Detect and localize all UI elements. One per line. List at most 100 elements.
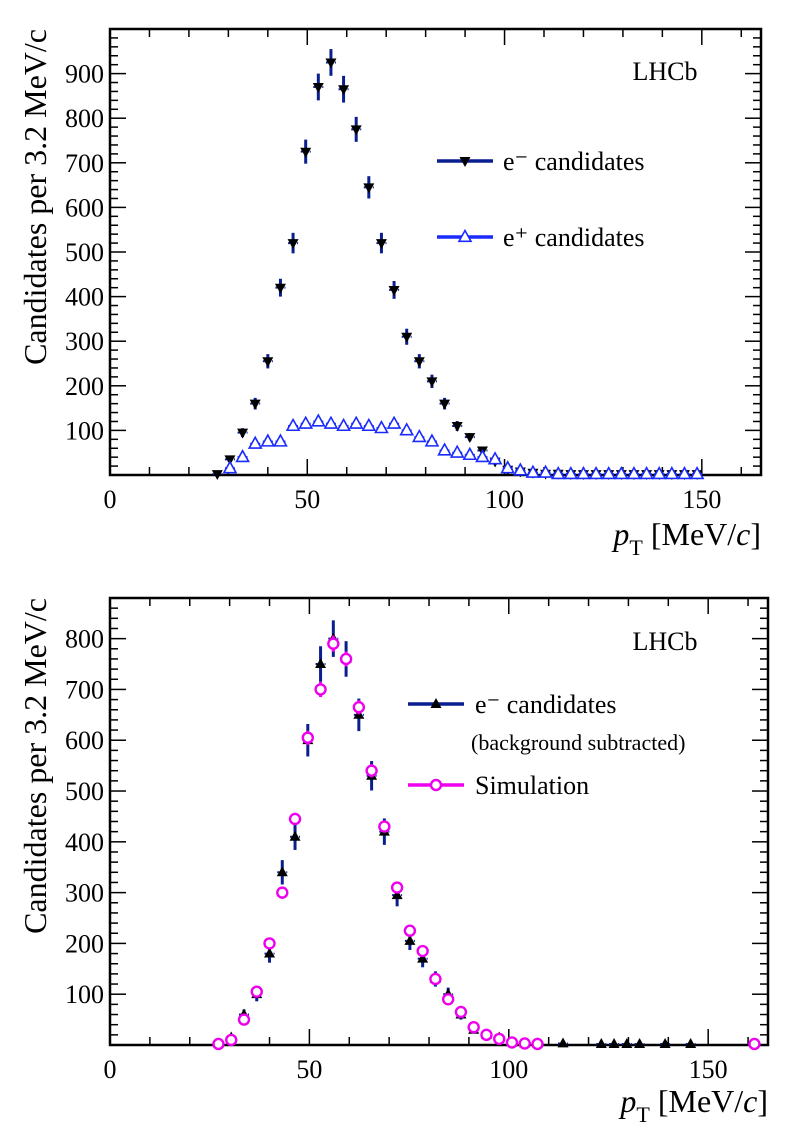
data-point [285,417,301,432]
y-tick-label: 700 [65,149,104,178]
data-point [314,683,327,696]
data-point [312,83,324,93]
data-point [512,462,528,476]
x-axis-label: pT [MeV/c] [611,516,761,560]
data-point [563,465,579,480]
legend-marker [430,698,442,708]
legend-marker [457,228,473,243]
data-point [315,658,327,668]
data-point [399,422,415,436]
data-point [310,413,326,427]
data-point [538,464,553,478]
legend-marker [429,778,443,792]
x-axis-label: pT [MeV/c] [618,1083,768,1127]
chart-1: 0 50 100 150 100 200 300 400 500 600 700 800 900 Cand… [17,27,763,560]
data-point [390,881,404,894]
y-tick-label: 500 [65,238,104,267]
series-2 [212,635,761,1051]
data-point [426,377,438,388]
data-point [338,85,350,96]
data-point [411,428,427,443]
data-point [263,937,276,950]
y-tick-label: 900 [65,60,104,89]
y-axis-label: Candidates per 3.2 MeV/c [17,598,53,934]
data-point [249,399,261,410]
data-point [264,947,276,958]
y-tick-label: 800 [65,625,104,654]
y-tick-label: 100 [65,980,104,1009]
data-point [300,147,312,158]
data-point [550,465,566,480]
data-point [250,985,263,998]
data-point [505,1036,519,1049]
y-tick-label: 500 [65,777,104,806]
data-point [374,420,389,434]
data-point [595,1038,607,1048]
data-point [424,433,440,447]
data-point [518,1037,531,1050]
y-tick-label: 300 [65,327,104,356]
data-point [462,446,478,461]
data-point [339,652,353,666]
data-point [222,460,238,474]
data-point [323,415,339,429]
data-point [336,417,351,432]
data-point [677,465,692,480]
data-point [235,449,250,463]
data-point [352,701,366,714]
series-1 [212,620,697,1048]
data-point [363,183,375,194]
data-point [464,433,476,444]
data-point [493,1032,506,1046]
data-point [211,470,223,481]
data-point [287,239,299,250]
y-tick-label: 200 [65,372,104,401]
data-point [350,125,362,136]
legend-label: e⁻ candidates [475,690,617,719]
legend-entry-1: e⁻ candidates [437,147,645,176]
data-point [525,464,541,478]
data-point [391,889,403,900]
data-point [613,465,629,480]
lhcb-label: LHCb [633,57,698,86]
data-point [289,830,301,841]
legend-marker [459,157,471,167]
data-point [500,460,516,474]
x-tick-label: 50 [294,485,320,514]
data-point [260,433,276,447]
y-tick-label: 400 [65,828,104,857]
data-point [365,764,378,777]
data-point [557,1037,569,1048]
data-point [634,1038,646,1048]
data-point [225,1033,238,1047]
data-point [378,820,391,833]
data-point [639,465,654,480]
data-point [403,924,417,937]
chart-2: 0 50 100 150 100 200 300 400 500 600 700 800 Candida… [17,596,770,1127]
data-point [487,451,503,465]
data-point [626,465,642,480]
data-point [301,731,314,744]
data-point [588,465,604,480]
data-point [441,993,455,1006]
legend-label: e⁺ candidates [503,223,645,252]
x-tick-label: 0 [104,485,117,514]
data-point [325,58,337,69]
y-tick-label: 100 [65,416,104,445]
y-tick-label: 300 [65,879,104,908]
series-1 [211,49,703,481]
x-tick-label: 150 [682,485,721,514]
data-point [348,415,364,429]
legend-entry-2: Simulation [408,771,589,800]
data-point [386,415,402,429]
data-point [375,239,387,250]
plot-frame [108,27,763,477]
data-point [276,866,288,877]
y-axis-label: Candidates per 3.2 MeV/c [17,29,53,365]
data-point [237,1013,251,1026]
data-point [531,1037,544,1051]
lhcb-label: LHCb [633,627,698,656]
data-point [262,357,274,368]
data-point [274,283,286,294]
